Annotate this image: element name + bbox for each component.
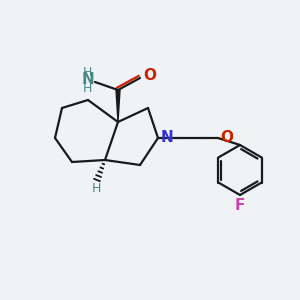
- Text: H: H: [82, 65, 92, 79]
- Text: N: N: [81, 73, 94, 88]
- Text: F: F: [235, 198, 245, 213]
- Text: N: N: [161, 130, 174, 146]
- Text: O: O: [220, 130, 233, 145]
- Text: O: O: [143, 68, 156, 83]
- Text: H: H: [91, 182, 101, 195]
- Text: H: H: [82, 82, 92, 94]
- Polygon shape: [116, 90, 120, 122]
